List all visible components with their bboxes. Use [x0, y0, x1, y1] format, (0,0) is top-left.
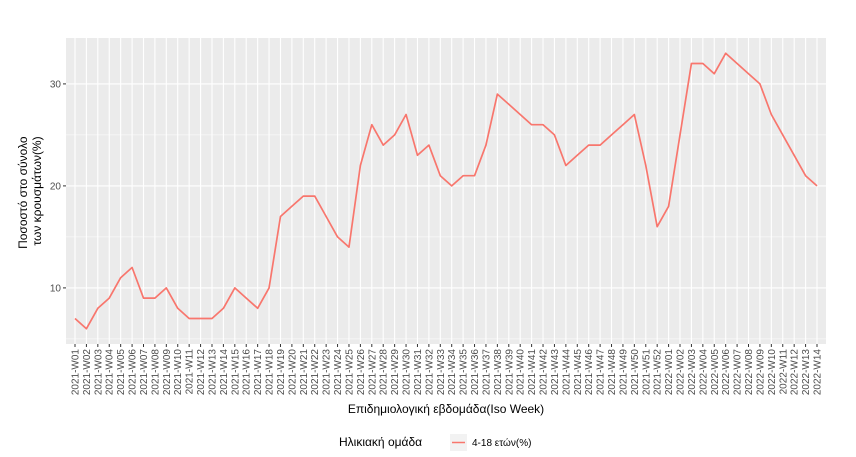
x-axis-title: Επιδημιολογική εβδομάδα(Iso Week) [348, 402, 544, 416]
x-tick-label: 2021-W21 [299, 349, 310, 396]
x-tick-label: 2021-W49 [618, 349, 629, 396]
x-tick-label: 2021-W24 [333, 349, 344, 396]
x-tick-label: 2021-W22 [310, 349, 321, 396]
x-tick-label: 2022-W08 [744, 349, 755, 396]
x-tick-label: 2021-W36 [470, 349, 481, 396]
y-axis-title: Ποσοστό στο σύνολο των κρουσμάτων(%) [16, 133, 44, 249]
plot-panel [66, 38, 826, 344]
x-tick-label: 2021-W33 [436, 349, 447, 396]
x-tick-label: 2021-W40 [516, 349, 527, 396]
x-tick-label: 2021-W46 [584, 349, 595, 396]
x-tick-label: 2022-W11 [778, 349, 789, 395]
x-tick-label: 2021-W31 [413, 349, 424, 396]
x-tick-label: 2021-W38 [493, 349, 504, 396]
x-tick-label: 2021-W09 [162, 349, 173, 396]
grid-layer [66, 38, 826, 344]
x-tick-label: 2021-W52 [653, 349, 664, 396]
x-tick-label: 2021-W16 [242, 349, 253, 396]
x-tick-label: 2021-W39 [504, 349, 515, 396]
x-tick-label: 2021-W18 [265, 349, 276, 396]
y-axis-title-line-1: Ποσοστό στο σύνολο [16, 136, 30, 249]
x-tick-label: 2021-W17 [253, 349, 264, 396]
series-line [74, 52, 818, 330]
x-tick-label: 2021-W06 [128, 349, 139, 396]
x-tick-label: 2022-W12 [790, 349, 801, 396]
y-axis: 10 20 30 [50, 79, 66, 294]
x-tick-label: 2021-W45 [573, 349, 584, 396]
series-layer [74, 52, 818, 330]
x-tick-label: 2021-W37 [481, 349, 492, 396]
x-tick-label: 2021-W02 [82, 349, 93, 396]
x-tick-label: 2021-W51 [641, 349, 652, 396]
x-tick-label: 2021-W05 [116, 349, 127, 396]
x-tick-label: 2021-W34 [447, 349, 458, 396]
x-tick-label: 2021-W41 [527, 349, 538, 396]
x-tick-label: 2021-W26 [356, 349, 367, 396]
x-tick-label: 2021-W04 [105, 349, 116, 396]
x-tick-label: 2021-W08 [150, 349, 161, 396]
x-tick-label: 2021-W30 [402, 349, 413, 396]
x-tick-label: 2021-W35 [459, 349, 470, 396]
x-tick-label: 2022-W14 [813, 349, 824, 396]
x-tick-label: 2021-W10 [173, 349, 184, 396]
legend-title: Ηλικιακή ομάδα [339, 435, 422, 449]
x-tick-label: 2021-W15 [230, 349, 241, 396]
x-tick-label: 2021-W43 [550, 349, 561, 396]
x-tick-label: 2021-W13 [207, 349, 218, 396]
x-tick-label: 2021-W14 [219, 349, 230, 396]
x-tick-label: 2021-W23 [322, 349, 333, 396]
x-tick-label: 2022-W09 [755, 349, 766, 396]
x-tick-label: 2021-W20 [287, 349, 298, 396]
x-tick-label: 2021-W44 [561, 349, 572, 396]
x-tick-label: 2021-W27 [367, 349, 378, 396]
x-tick-label: 2022-W13 [801, 349, 812, 396]
x-tick-label: 2021-W01 [71, 349, 82, 396]
x-tick-label: 2022-W02 [676, 349, 687, 396]
legend: Ηλικιακή ομάδα 4-18 ετών(%) [339, 434, 531, 451]
x-tick-label: 2021-W25 [344, 349, 355, 396]
x-tick-label: 2022-W07 [733, 349, 744, 396]
y-axis-title-line-2: των κρουσμάτων(%) [30, 136, 44, 245]
x-tick-label: 2022-W04 [698, 349, 709, 396]
y-tick-label: 10 [50, 283, 62, 294]
x-tick-label: 2021-W50 [630, 349, 641, 396]
x-tick-label: 2021-W11 [185, 349, 196, 395]
y-tick-label: 20 [50, 181, 62, 192]
y-tick-label: 30 [50, 79, 62, 90]
x-tick-label: 2021-W29 [390, 349, 401, 396]
x-axis: 2021-W01 2021-W02 2021-W03 2021-W04 2021-W05… [71, 344, 824, 395]
x-tick-label: 2022-W03 [687, 349, 698, 396]
x-tick-label: 2021-W19 [276, 349, 287, 396]
x-tick-label: 2022-W06 [721, 349, 732, 396]
x-tick-label: 2021-W28 [379, 349, 390, 396]
x-tick-label: 2022-W10 [767, 349, 778, 396]
x-tick-label: 2021-W48 [607, 349, 618, 396]
legend-label: 4-18 ετών(%) [472, 437, 531, 449]
x-tick-label: 2021-W12 [196, 349, 207, 396]
x-tick-label: 2022-W01 [664, 349, 675, 396]
x-tick-label: 2021-W47 [596, 349, 607, 396]
x-tick-label: 2021-W03 [93, 349, 104, 396]
x-tick-label: 2022-W05 [710, 349, 721, 396]
x-tick-label: 2021-W32 [424, 349, 435, 396]
x-tick-label: 2021-W07 [139, 349, 150, 396]
x-tick-label: 2021-W42 [539, 349, 550, 396]
